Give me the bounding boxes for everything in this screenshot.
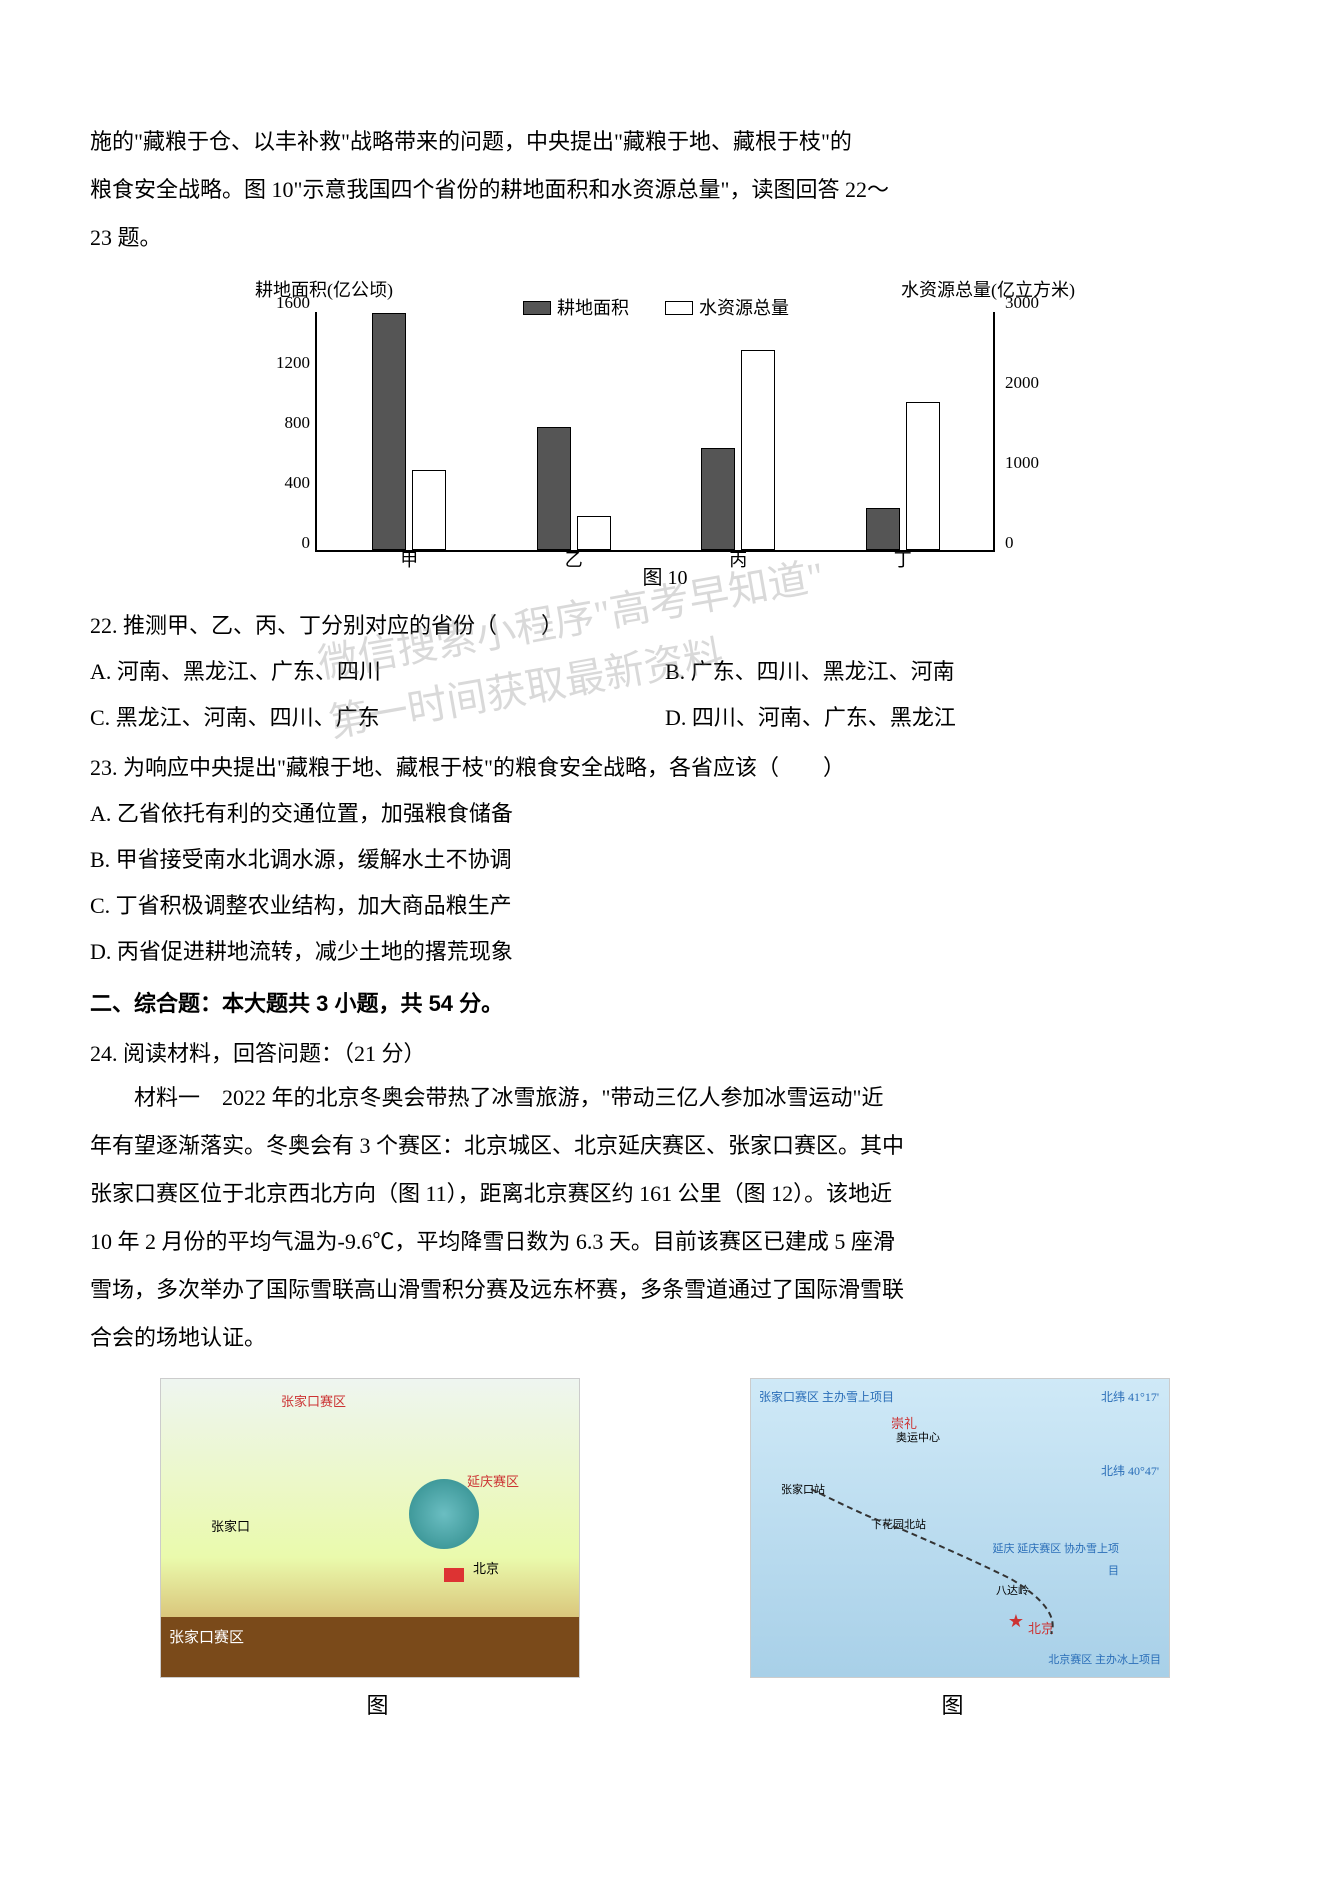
legend-land: 耕地面积: [557, 290, 629, 326]
intro-line-1: 施的"藏粮于仓、以丰补救"战略带来的问题，中央提出"藏粮于地、藏根于枝"的: [90, 120, 1240, 164]
q22-option-c: C. 黑龙江、河南、四川、广东: [90, 696, 665, 740]
q23-option-c: C. 丁省积极调整农业结构，加大商品粮生产: [90, 884, 1240, 928]
q22-option-d: D. 四川、河南、广东、黑龙江: [665, 696, 1240, 740]
q22-option-b: B. 广东、四川、黑龙江、河南: [665, 650, 1240, 694]
q23-stem: 23. 为响应中央提出"藏粮于地、藏根于枝"的粮食安全战略，各省应该（ ）: [90, 746, 1240, 790]
chart-legend: 耕地面积 水资源总量: [523, 290, 789, 326]
q24-p6: 合会的场地认证。: [90, 1316, 1240, 1360]
map-figure-12: 张家口赛区 主办雪上项目 北纬 41°17' 北纬 40°47' 崇礼 奥运中心…: [750, 1378, 1170, 1678]
q22-option-a: A. 河南、黑龙江、广东、四川: [90, 650, 665, 694]
q24-p4: 10 年 2 月份的平均气温为-9.6℃，平均降雪日数为 6.3 天。目前该赛区…: [90, 1220, 1240, 1264]
intro-line-2: 粮食安全战略。图 10"示意我国四个省份的耕地面积和水资源总量"，读图回答 22…: [90, 168, 1240, 212]
figure-10-caption: 图 10: [255, 558, 1075, 598]
q24-p3: 张家口赛区位于北京西北方向（图 11），距离北京赛区约 161 公里（图 12）…: [90, 1172, 1240, 1216]
map-a-zjk-area: 张家口赛区: [281, 1389, 346, 1415]
figure-11-caption: 图: [366, 1684, 388, 1728]
legend-water: 水资源总量: [699, 290, 789, 326]
intro-line-3: 23 题。: [90, 216, 1240, 260]
q24-p1: 材料一 2022 年的北京冬奥会带热了冰雪旅游，"带动三亿人参加冰雪运动"近: [90, 1076, 1240, 1120]
map-figure-11: 张家口赛区 延庆赛区 张家口 北京 张家口赛区: [160, 1378, 580, 1678]
section-2-heading: 二、综合题：本大题共 3 小题，共 54 分。: [90, 982, 1240, 1026]
map-a-beijing: 北京: [473, 1556, 499, 1582]
q23-option-a: A. 乙省依托有利的交通位置，加强粮食储备: [90, 792, 1240, 836]
q22-stem: 22. 推测甲、乙、丙、丁分别对应的省份（ ）: [90, 604, 1240, 648]
map-row: 张家口赛区 延庆赛区 张家口 北京 张家口赛区 张家口赛区 主办雪上项目 北纬 …: [90, 1378, 1240, 1678]
map-a-yanqing: 延庆赛区: [467, 1469, 519, 1495]
q24-head: 24. 阅读材料，回答问题：（21 分）: [90, 1032, 1240, 1076]
q23-option-b: B. 甲省接受南水北调水源，缓解水土不协调: [90, 838, 1240, 882]
chart-figure-10: 耕地面积(亿公顷) 水资源总量(亿立方米) 耕地面积 水资源总量 甲乙丙丁 04…: [255, 272, 1075, 598]
q23-option-d: D. 丙省促进耕地流转，减少土地的撂荒现象: [90, 930, 1240, 974]
figure-12-caption: 图: [941, 1684, 963, 1728]
map-a-zjk: 张家口: [211, 1514, 250, 1540]
q24-p5: 雪场，多次举办了国际雪联高山滑雪积分赛及远东杯赛，多条雪道通过了国际滑雪联: [90, 1268, 1240, 1312]
map-a-footer: 张家口赛区: [161, 1617, 579, 1677]
q24-p2: 年有望逐渐落实。冬奥会有 3 个赛区：北京城区、北京延庆赛区、张家口赛区。其中: [90, 1124, 1240, 1168]
